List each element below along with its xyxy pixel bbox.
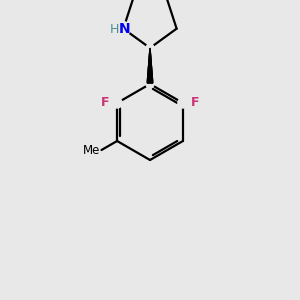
- Text: F: F: [191, 95, 199, 109]
- Text: N: N: [118, 22, 130, 36]
- Circle shape: [178, 98, 188, 108]
- Circle shape: [146, 80, 154, 88]
- Polygon shape: [147, 48, 153, 83]
- Circle shape: [112, 98, 122, 108]
- Polygon shape: [147, 48, 153, 83]
- Circle shape: [116, 22, 130, 36]
- Circle shape: [146, 44, 154, 52]
- Text: Me: Me: [83, 145, 100, 158]
- Text: H: H: [110, 23, 119, 36]
- Polygon shape: [147, 48, 153, 83]
- Text: F: F: [101, 95, 109, 109]
